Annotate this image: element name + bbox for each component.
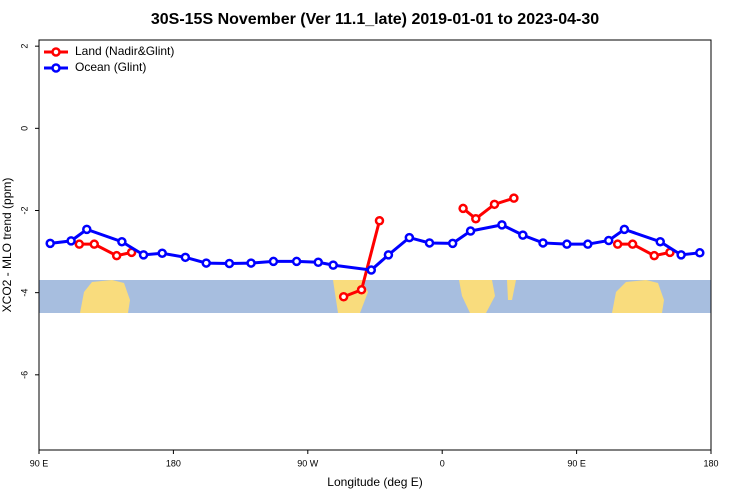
x-tick-label: 180 bbox=[703, 458, 718, 468]
y-tick-label: -4 bbox=[19, 289, 29, 297]
point bbox=[619, 224, 630, 235]
x-tick-label: 90 E bbox=[567, 458, 586, 468]
point bbox=[471, 213, 481, 224]
point bbox=[538, 238, 548, 248]
point bbox=[424, 238, 435, 248]
legend-marker bbox=[51, 47, 61, 57]
y-tick-label: 0 bbox=[19, 126, 29, 131]
point bbox=[291, 256, 302, 267]
point bbox=[313, 257, 324, 268]
x-tick-label: 90 E bbox=[30, 458, 49, 468]
point bbox=[562, 239, 572, 249]
point bbox=[111, 250, 122, 261]
map-strip bbox=[39, 280, 711, 313]
point bbox=[74, 239, 85, 249]
point bbox=[82, 224, 92, 235]
series-line bbox=[50, 223, 700, 272]
point bbox=[138, 250, 149, 260]
point bbox=[465, 226, 476, 236]
point bbox=[603, 235, 614, 246]
point bbox=[268, 256, 279, 267]
y-tick-label: -2 bbox=[19, 206, 29, 214]
point bbox=[328, 260, 338, 270]
legend-label: Ocean (Glint) bbox=[75, 60, 146, 74]
point bbox=[383, 250, 394, 260]
point bbox=[201, 258, 212, 268]
x-axis-label: Longitude (deg E) bbox=[327, 475, 422, 489]
point bbox=[583, 239, 593, 249]
point bbox=[89, 239, 100, 249]
y-tick-label: -6 bbox=[19, 371, 29, 379]
point bbox=[612, 239, 623, 249]
point bbox=[246, 258, 256, 268]
point bbox=[518, 230, 528, 240]
point bbox=[366, 265, 377, 275]
point bbox=[157, 248, 167, 258]
x-tick-label: 0 bbox=[440, 458, 445, 468]
point bbox=[66, 236, 76, 246]
point bbox=[356, 285, 367, 295]
point bbox=[180, 252, 191, 263]
chart-title: 30S-15S November (Ver 11.1_late) 2019-01… bbox=[151, 11, 599, 28]
point bbox=[695, 248, 705, 258]
point bbox=[489, 199, 500, 210]
point bbox=[509, 193, 519, 203]
point bbox=[458, 203, 468, 214]
y-axis-label: XCO2 - MLO trend (ppm) bbox=[0, 178, 14, 313]
point bbox=[497, 220, 507, 230]
point bbox=[374, 216, 385, 226]
point bbox=[117, 236, 127, 247]
point bbox=[676, 250, 686, 260]
point bbox=[649, 250, 660, 261]
y-tick-label: 2 bbox=[19, 44, 29, 49]
point bbox=[404, 232, 415, 243]
point bbox=[224, 258, 235, 269]
point bbox=[627, 239, 638, 249]
x-tick-label: 180 bbox=[166, 458, 181, 468]
x-tick-label: 90 W bbox=[297, 458, 319, 468]
point bbox=[447, 238, 458, 249]
point bbox=[338, 292, 349, 302]
plot-frame bbox=[38, 39, 712, 451]
legend-label: Land (Nadir&Glint) bbox=[75, 44, 174, 58]
legend-marker bbox=[51, 63, 61, 73]
point bbox=[45, 238, 55, 249]
point bbox=[655, 236, 665, 247]
